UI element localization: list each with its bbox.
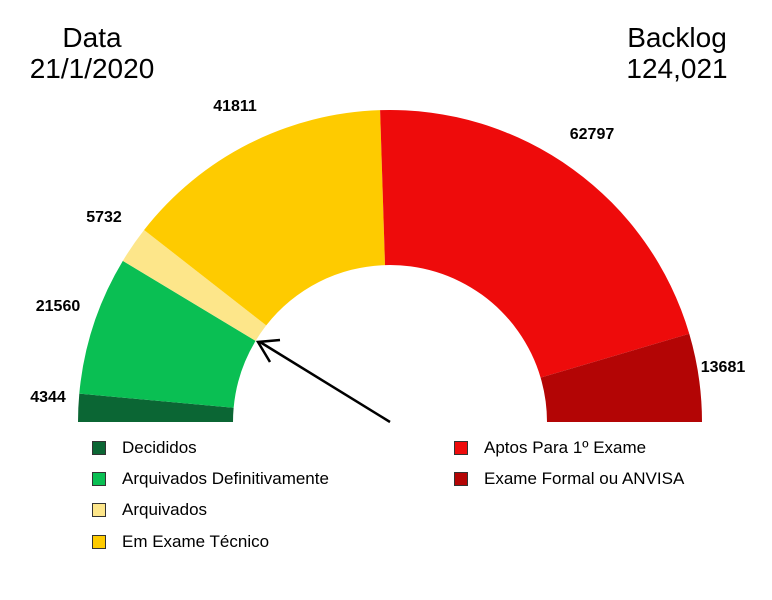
- legend-swatch: [92, 472, 106, 486]
- slice-value-label: 41811: [213, 98, 257, 115]
- legend-item: Arquivados Definitivamente: [92, 469, 329, 489]
- slice-decididos: [78, 393, 234, 422]
- legend-swatch: [454, 441, 468, 455]
- legend-swatch: [92, 535, 106, 549]
- legend-label: Em Exame Técnico: [122, 532, 270, 551]
- legend-label: Decididos: [122, 438, 197, 457]
- legend-swatch: [92, 441, 106, 455]
- backlog-header: Backlog 124,021: [612, 22, 742, 84]
- legend-item: Em Exame Técnico: [92, 532, 269, 552]
- slice-arquivados-definitivamente: [79, 260, 256, 408]
- legend-swatch: [454, 472, 468, 486]
- arrow-annotation: [255, 338, 391, 424]
- date-label: Data: [62, 22, 122, 53]
- legend-label: Exame Formal ou ANVISA: [484, 469, 685, 488]
- legend-label: Arquivados Definitivamente: [122, 469, 329, 488]
- backlog-label: Backlog: [627, 22, 727, 53]
- slice-value-label: 13681: [701, 359, 746, 376]
- slice-arquivados: [122, 229, 267, 341]
- slice-value-label: 21560: [36, 298, 81, 315]
- slice-em-exame-t-cnico: [144, 110, 386, 326]
- slice-aptos-para-1-exame: [380, 110, 690, 378]
- legend-item: Aptos Para 1º Exame: [454, 438, 646, 458]
- slice-value-label: 4344: [30, 389, 66, 406]
- arrow-line: [259, 340, 391, 424]
- legend-item: Exame Formal ou ANVISA: [454, 469, 684, 489]
- slice-value-labels: 4344 21560 5732 41811 62797 13681: [30, 98, 745, 406]
- slice-exame-formal-ou-anvisa: [540, 333, 702, 422]
- legend-label: Aptos Para 1º Exame: [484, 438, 647, 457]
- chart-slices: [78, 110, 702, 422]
- backlog-value: 124,021: [626, 53, 728, 84]
- slice-value-label: 5732: [86, 209, 122, 226]
- legend-swatch: [92, 503, 106, 517]
- arrow-head: [255, 338, 281, 363]
- date-header: Data 21/1/2020: [22, 22, 162, 84]
- legend-item: Arquivados: [92, 500, 207, 520]
- legend-label: Arquivados: [122, 500, 208, 519]
- slice-value-label: 62797: [570, 126, 615, 143]
- legend-item: Decididos: [92, 438, 197, 458]
- date-value: 21/1/2020: [29, 53, 155, 84]
